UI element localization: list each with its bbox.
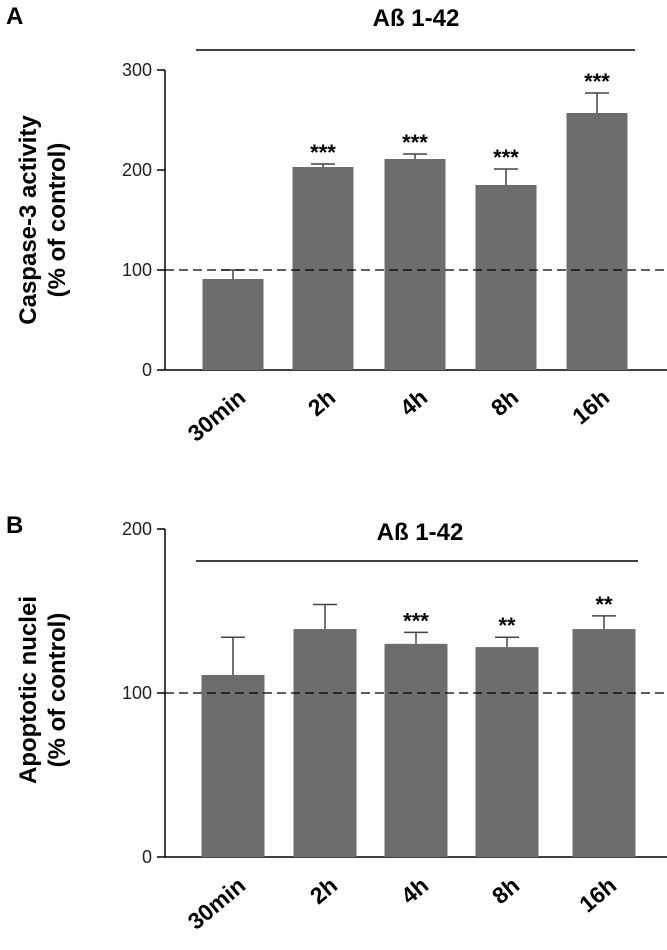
panel-a-xtick-label: 30min bbox=[183, 384, 251, 447]
panel-a-bar bbox=[475, 185, 537, 370]
panel-b-bar bbox=[201, 674, 265, 857]
panel-a-significance: *** bbox=[402, 130, 428, 155]
panel-a-significance: *** bbox=[493, 145, 519, 170]
panel-a-xtick-label: 8h bbox=[486, 384, 523, 421]
panel-b-xtick-label: 2h bbox=[305, 872, 342, 909]
panel-a-chart: A Aß 1-42 Caspase-3 activity (% of contr… bbox=[6, 3, 667, 447]
panel-b-ytick-label: 100 bbox=[122, 683, 152, 703]
panel-b-letter: B bbox=[6, 512, 23, 539]
panel-a-xtick-label: 4h bbox=[395, 384, 432, 421]
panel-b-xtick-label: 4h bbox=[396, 872, 433, 909]
panel-a-letter: A bbox=[6, 3, 23, 30]
panel-b-ylabel: Apoptotic nuclei bbox=[15, 596, 42, 784]
panel-b-bar bbox=[475, 647, 539, 857]
panel-a-ytick-label: 0 bbox=[142, 360, 152, 380]
panel-a-significance: *** bbox=[310, 140, 336, 165]
panel-b-bar bbox=[384, 643, 448, 857]
panel-a-xtick-label: 2h bbox=[303, 384, 340, 421]
panel-b-significance: ** bbox=[498, 613, 516, 638]
panel-b-significance: ** bbox=[595, 592, 613, 617]
panel-a-ylabel: Caspase-3 activity bbox=[15, 115, 42, 325]
panel-a-ylabel-group: Caspase-3 activity (% of control) bbox=[15, 115, 71, 325]
panel-b-ylabel-group: Apoptotic nuclei (% of control) bbox=[15, 596, 71, 784]
panel-a-ytick-label: 100 bbox=[122, 260, 152, 280]
panel-b-ytick-label: 200 bbox=[122, 519, 152, 539]
panel-a-title: Aß 1-42 bbox=[373, 5, 460, 32]
panel-b-xtick-label: 8h bbox=[487, 872, 524, 909]
panel-b-title: Aß 1-42 bbox=[377, 519, 464, 546]
panel-a-bar bbox=[202, 279, 264, 370]
panel-b-xtick-label: 30min bbox=[183, 872, 251, 935]
panel-b-xtick-label: 16h bbox=[574, 872, 621, 917]
panel-a-bar bbox=[384, 159, 446, 370]
panel-a-ytick-label: 300 bbox=[122, 60, 152, 80]
panel-b-ytick-label: 0 bbox=[142, 847, 152, 867]
panel-a-bar bbox=[566, 113, 628, 370]
panel-a-ylabel-sub: (% of control) bbox=[44, 143, 71, 298]
panel-b-bar bbox=[572, 629, 636, 857]
panel-b-ylabel-sub: (% of control) bbox=[44, 613, 71, 768]
panel-a-bar bbox=[292, 167, 354, 370]
panel-a-xtick-label: 16h bbox=[567, 384, 614, 429]
panel-b-chart: B Aß 1-42 Apoptotic nuclei (% of control… bbox=[6, 512, 667, 935]
panel-b-significance: *** bbox=[403, 608, 429, 633]
panel-a-significance: *** bbox=[584, 69, 610, 94]
panel-a-ytick-label: 200 bbox=[122, 160, 152, 180]
panel-b-bar bbox=[293, 629, 357, 857]
